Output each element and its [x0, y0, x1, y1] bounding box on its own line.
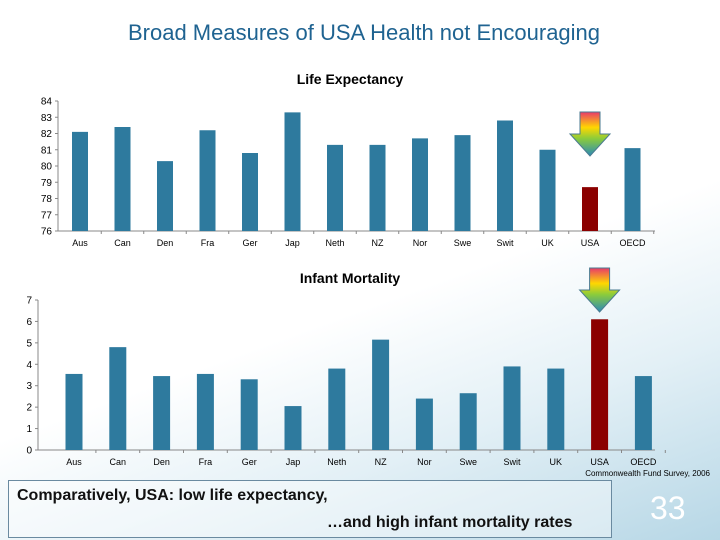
- down-arrow-icon: [568, 111, 612, 157]
- bar-swe: [459, 393, 477, 450]
- bar-usa: [591, 319, 609, 450]
- y-tick-label: 4: [26, 360, 32, 371]
- x-tick-label: Aus: [66, 457, 82, 467]
- y-tick-label: 83: [41, 113, 53, 124]
- x-tick-label: NZ: [375, 457, 387, 467]
- y-tick-label: 3: [26, 381, 32, 392]
- x-tick-label: Can: [110, 457, 127, 467]
- x-tick-label: Jap: [285, 238, 300, 248]
- x-tick-label: Fra: [199, 457, 213, 467]
- x-tick-label: Fra: [201, 238, 215, 248]
- x-tick-label: Nor: [417, 457, 432, 467]
- x-tick-label: Swit: [503, 457, 521, 467]
- y-tick-label: 81: [41, 145, 53, 156]
- bar-fra: [196, 373, 214, 450]
- bar-nor: [415, 398, 433, 450]
- x-tick-label: Nor: [413, 238, 428, 248]
- x-tick-label: Neth: [327, 457, 346, 467]
- y-tick-label: 5: [26, 338, 32, 349]
- y-tick-label: 0: [26, 446, 32, 457]
- slide-title: Broad Measures of USA Health not Encoura…: [127, 20, 601, 45]
- source-note: Commonwealth Fund Survey, 2006: [585, 469, 710, 478]
- x-tick-label: Can: [114, 238, 131, 248]
- x-tick-label: Den: [153, 457, 170, 467]
- bar-swit: [503, 366, 521, 450]
- x-tick-label: Neth: [325, 238, 344, 248]
- y-tick-label: 84: [41, 97, 53, 108]
- x-tick-label: Aus: [72, 238, 88, 248]
- bar-den: [153, 376, 171, 450]
- y-tick-label: 79: [41, 178, 53, 189]
- x-tick-label: Swit: [496, 238, 514, 248]
- x-tick-label: OECD: [630, 457, 657, 467]
- bar-can: [114, 127, 131, 231]
- bar-uk: [539, 149, 556, 231]
- bar-den: [157, 161, 173, 231]
- x-tick-label: Ger: [242, 457, 257, 467]
- y-tick-label: 7: [26, 296, 32, 307]
- x-tick-label: NZ: [372, 238, 384, 248]
- x-tick-label: UK: [550, 457, 563, 467]
- bar-neth: [328, 368, 346, 450]
- bar-uk: [547, 368, 565, 450]
- x-tick-label: USA: [581, 238, 600, 248]
- bar-neth: [327, 144, 343, 231]
- bar-nz: [372, 339, 390, 450]
- x-tick-label: Swe: [454, 238, 472, 248]
- x-tick-label: Swe: [459, 457, 477, 467]
- bar-jap: [284, 406, 302, 450]
- chart-title-life-expectancy: Life Expectancy: [297, 71, 404, 87]
- x-tick-label: OECD: [619, 238, 646, 248]
- bar-oecd: [634, 376, 652, 450]
- y-tick-label: 77: [41, 210, 53, 221]
- note-line-1: Comparatively, USA: low life expectancy,: [17, 487, 328, 504]
- x-tick-label: Jap: [286, 457, 301, 467]
- bar-ger: [242, 153, 258, 231]
- y-tick-label: 1: [26, 424, 32, 435]
- bar-can: [109, 347, 127, 450]
- bar-swe: [454, 135, 471, 231]
- bar-oecd: [624, 148, 641, 231]
- chart-title-infant-mortality: Infant Mortality: [300, 270, 401, 286]
- bar-nz: [369, 144, 386, 231]
- note-line-2: …and high infant mortality rates: [327, 514, 573, 531]
- bar-jap: [284, 112, 301, 231]
- y-tick-label: 80: [41, 162, 53, 173]
- bar-aus: [72, 131, 88, 231]
- down-arrow-icon: [578, 267, 621, 313]
- x-tick-label: UK: [541, 238, 554, 248]
- y-tick-label: 82: [41, 129, 53, 140]
- bar-swit: [497, 120, 513, 231]
- x-tick-label: Den: [157, 238, 174, 248]
- x-tick-label: USA: [590, 457, 609, 467]
- page-number: 33: [650, 490, 686, 526]
- x-tick-label: Ger: [242, 238, 257, 248]
- y-tick-label: 2: [26, 403, 32, 414]
- bar-aus: [65, 373, 83, 450]
- y-tick-label: 78: [41, 194, 53, 205]
- bar-ger: [240, 379, 258, 450]
- bar-fra: [199, 130, 216, 231]
- y-tick-label: 76: [41, 227, 53, 238]
- note-box: Comparatively, USA: low life expectancy,…: [8, 480, 612, 538]
- bar-usa: [582, 187, 598, 231]
- bar-nor: [412, 138, 428, 231]
- y-tick-label: 6: [26, 317, 32, 328]
